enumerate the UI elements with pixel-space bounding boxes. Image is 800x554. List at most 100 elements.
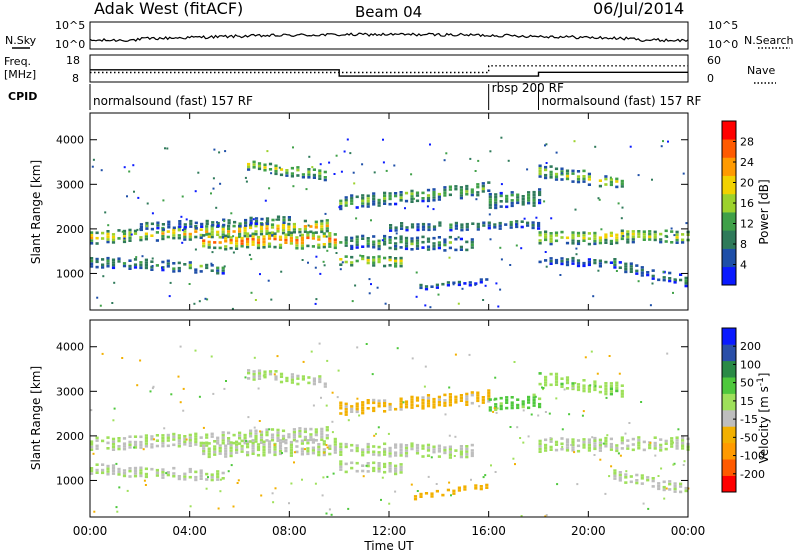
heatmap-cell — [609, 234, 613, 237]
heatmap-cell — [267, 440, 272, 443]
heatmap-cell — [276, 218, 281, 221]
heatmap-cell — [675, 439, 679, 442]
heatmap-cell — [565, 438, 570, 441]
heatmap-cell — [604, 238, 608, 242]
heatmap-cell — [188, 436, 192, 439]
heatmap-cell — [260, 223, 264, 226]
heatmap-cell — [361, 194, 365, 197]
heatmap-cell — [394, 464, 398, 468]
heatmap-cell — [272, 501, 275, 504]
heatmap-cell — [565, 241, 570, 245]
heatmap-cell — [677, 428, 680, 431]
heatmap-cell — [300, 447, 304, 451]
heatmap-cell — [183, 478, 187, 481]
heatmap-cell — [448, 185, 452, 189]
heatmap-cell — [270, 433, 275, 437]
heatmap-cell — [224, 452, 228, 456]
heatmap-cell — [224, 150, 227, 153]
heatmap-cell — [404, 236, 409, 240]
heatmap-cell — [399, 193, 403, 197]
heatmap-cell — [172, 432, 176, 436]
heatmap-cell — [144, 484, 147, 486]
heatmap-cell — [207, 243, 211, 246]
heatmap-cell — [278, 166, 281, 169]
heatmap-cell — [582, 234, 586, 237]
heatmap-cell — [133, 435, 138, 438]
heatmap-cell — [576, 264, 581, 268]
heatmap-cell — [274, 172, 278, 176]
heatmap-cell — [341, 261, 344, 264]
heatmap-cell — [271, 218, 275, 222]
heatmap-cell — [532, 398, 536, 402]
heatmap-cell — [218, 447, 222, 450]
heatmap-cell — [582, 175, 586, 178]
heatmap-cell — [281, 429, 286, 433]
heatmap-cell — [306, 236, 310, 240]
heatmap-cell — [344, 413, 348, 416]
heatmap-cell — [421, 407, 425, 410]
heatmap-cell — [111, 238, 116, 242]
heatmap-cell — [587, 260, 591, 264]
heatmap-cell — [505, 401, 509, 404]
heatmap-cell — [188, 266, 192, 270]
heatmap-cell — [635, 264, 639, 267]
heatmap-cell — [301, 259, 304, 261]
heatmap-cell — [448, 434, 451, 437]
heatmap-cell — [604, 387, 608, 390]
heatmap-cell — [240, 242, 244, 245]
heatmap-cell — [276, 355, 279, 358]
heatmap-cell — [499, 191, 503, 195]
heatmap-cell — [263, 375, 267, 379]
heatmap-cell — [560, 259, 564, 263]
heatmap-cell — [267, 451, 272, 454]
heatmap-cell — [276, 436, 280, 440]
heatmap-cell — [459, 453, 463, 456]
heatmap-cell — [274, 370, 278, 373]
heatmap-cell — [670, 439, 674, 443]
heatmap-cell — [675, 436, 679, 439]
heatmap-cell — [631, 448, 635, 452]
heatmap-cell — [598, 236, 602, 239]
heatmap-cell — [382, 138, 384, 141]
heatmap-cell — [388, 467, 392, 470]
heatmap-cell — [426, 240, 431, 243]
heatmap-cell — [183, 227, 187, 231]
heatmap-cell — [609, 442, 613, 446]
heatmap-cell — [465, 398, 469, 401]
heatmap-cell — [218, 452, 222, 455]
heatmap-cell — [238, 434, 242, 437]
heatmap-cell — [649, 441, 652, 444]
heatmap-cell — [262, 445, 266, 449]
heatmap-cell — [646, 478, 650, 482]
heatmap-cell — [188, 439, 192, 442]
heatmap-cell — [322, 440, 326, 443]
heatmap-cell — [432, 196, 436, 199]
heatmap-cell — [300, 247, 304, 250]
heatmap-cell — [262, 451, 266, 454]
heatmap-cell — [582, 438, 586, 441]
heatmap-cell — [344, 445, 348, 449]
heatmap-cell — [394, 407, 398, 411]
heatmap-cell — [111, 472, 116, 475]
heatmap-cell — [446, 488, 450, 492]
heatmap-cell — [571, 384, 575, 388]
cpid-segment-label: normalsound (fast) 157 RF — [93, 94, 253, 108]
heatmap-cell — [587, 438, 591, 441]
heatmap-cell — [662, 278, 666, 282]
heatmap-cell — [323, 264, 326, 267]
heatmap-cell — [399, 405, 403, 409]
heatmap-cell — [399, 454, 403, 457]
heatmap-cell — [538, 445, 542, 448]
heatmap-cell — [333, 246, 337, 250]
heatmap-cell — [421, 401, 425, 405]
heatmap-cell — [287, 225, 291, 229]
heatmap-cell — [453, 455, 456, 457]
heatmap-cell — [395, 232, 398, 235]
heatmap-cell — [126, 489, 129, 492]
heatmap-cell — [626, 444, 630, 448]
heatmap-cell — [383, 197, 387, 200]
heatmap-cell — [346, 138, 349, 141]
heatmap-cell — [139, 474, 143, 478]
heatmap-cell — [257, 387, 260, 390]
heatmap-cell — [262, 240, 266, 244]
